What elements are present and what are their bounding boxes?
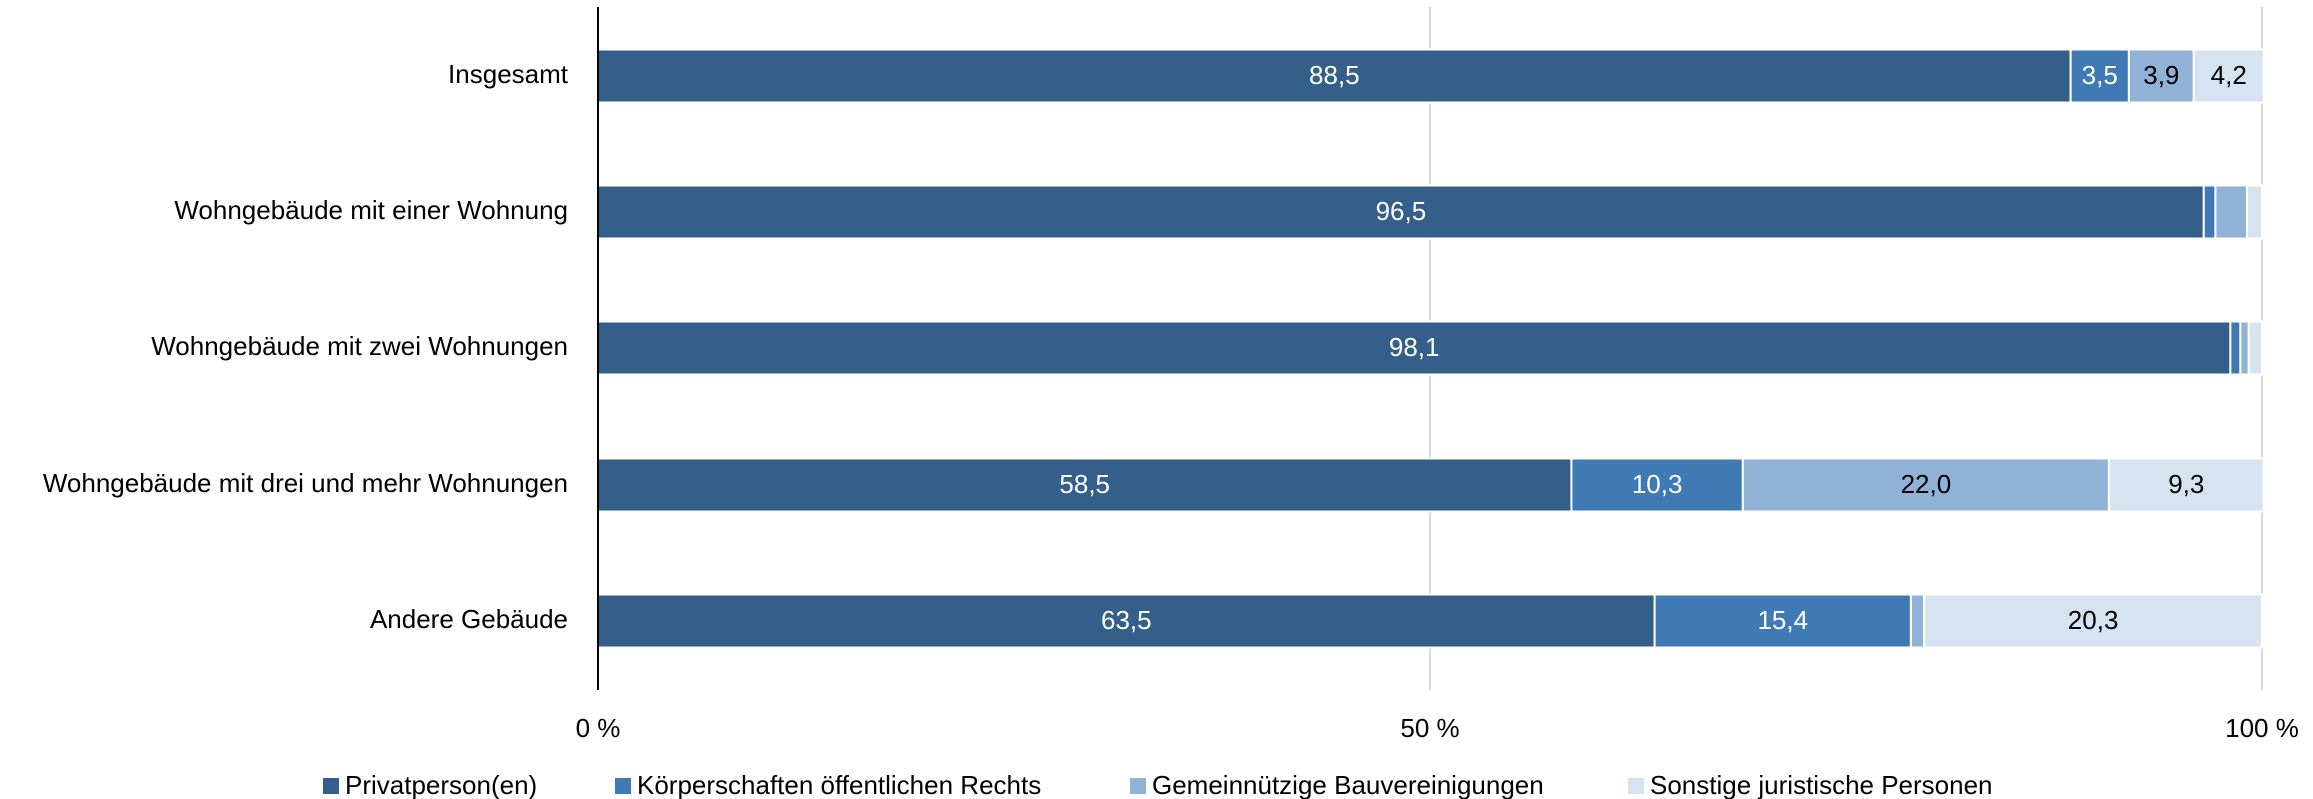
bar-segment [597, 457, 1573, 513]
bar-segment [1741, 457, 2110, 513]
legend-label: Privatperson(en) [345, 770, 537, 799]
bar-segment [1923, 593, 2263, 649]
x-tick-label: 100 % [2225, 713, 2299, 743]
data-label: 96,5 [1376, 196, 1427, 226]
data-label: 3,9 [2143, 60, 2179, 90]
data-label: 20,3 [2068, 605, 2119, 635]
bar-segment [1909, 593, 1926, 649]
bar-segment [2246, 184, 2263, 240]
legend-swatch [1628, 778, 1644, 794]
x-tick-label: 0 % [576, 713, 621, 743]
bar-segment [1653, 593, 1912, 649]
bar-segment [2192, 48, 2265, 104]
y-tick-label: Wohngebäude mit zwei Wohnungen [151, 331, 568, 361]
data-label: 98,1 [1389, 332, 1440, 362]
data-label: 22,0 [1901, 469, 1952, 499]
y-tick-label: Andere Gebäude [370, 604, 568, 634]
legend-label: Körperschaften öffentlichen Rechts [637, 770, 1041, 799]
data-label: 88,5 [1309, 60, 1360, 90]
bar-segment [597, 593, 1656, 649]
data-label: 63,5 [1101, 605, 1152, 635]
data-label: 10,3 [1632, 469, 1683, 499]
data-label: 9,3 [2168, 469, 2204, 499]
bar-segment [2247, 320, 2263, 376]
data-label: 3,5 [2082, 60, 2118, 90]
bar-segment [1570, 457, 1744, 513]
bar-segment [2202, 184, 2217, 240]
bar-segment [2229, 320, 2242, 376]
x-tick-label: 50 % [1400, 713, 1459, 743]
data-label: 4,2 [2211, 60, 2247, 90]
bar-segment [2239, 320, 2250, 376]
y-tick-label: Insgesamt [448, 59, 569, 89]
bar-segment [597, 320, 2232, 376]
y-tick-label: Wohngebäude mit drei und mehr Wohnungen [43, 468, 568, 498]
legend-label: Sonstige juristische Personen [1650, 770, 1993, 799]
data-label: 15,4 [1757, 605, 1808, 635]
bar-segment [2107, 457, 2265, 513]
legend-swatch [1130, 778, 1146, 794]
legend-swatch [615, 778, 631, 794]
data-label: 58,5 [1059, 469, 1110, 499]
y-tick-label: Wohngebäude mit einer Wohnung [174, 195, 568, 225]
bar-segment [2214, 184, 2249, 240]
bar-segment [2127, 48, 2195, 104]
legend-swatch [323, 778, 339, 794]
legend-label: Gemeinnützige Bauvereinigungen [1152, 770, 1544, 799]
